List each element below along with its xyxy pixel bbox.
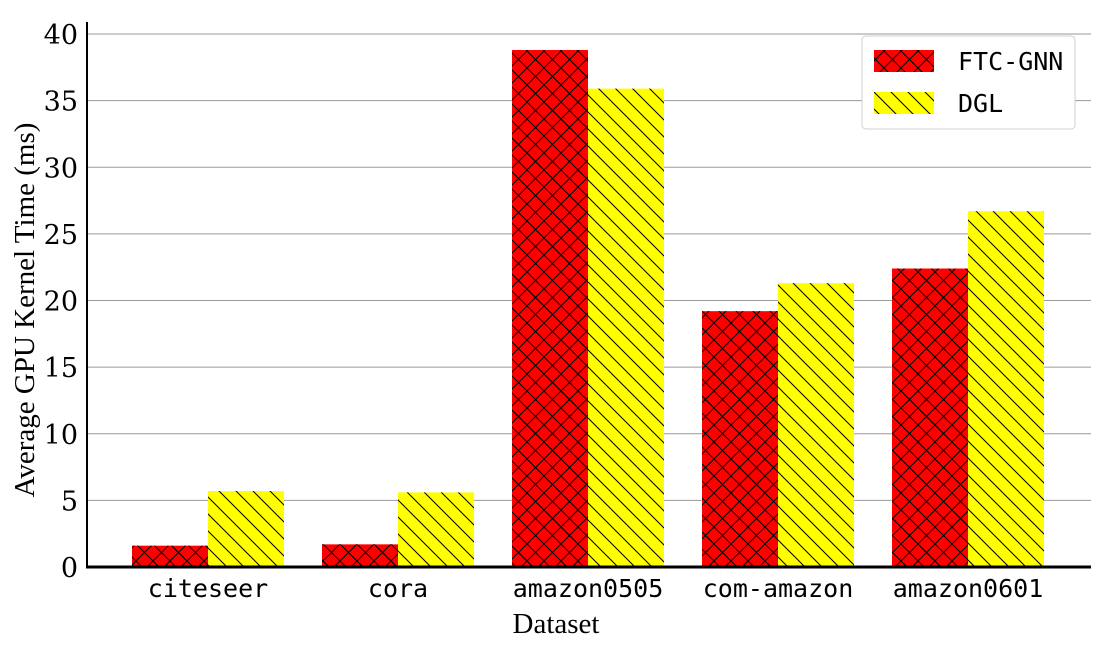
y-tick-label: 20 xyxy=(44,287,78,318)
bar-hatch-ftc-gnn-citeseer xyxy=(132,545,208,567)
x-axis-label: Dataset xyxy=(513,608,600,640)
legend-label-dgl: DGL xyxy=(958,89,1003,118)
bar-hatch-ftc-gnn-amazon0601 xyxy=(892,268,968,567)
y-tick-label: 25 xyxy=(44,220,78,251)
x-tick-label: amazon0601 xyxy=(893,574,1044,603)
y-tick-label: 5 xyxy=(61,486,78,517)
legend-swatch-dgl-hatch xyxy=(874,92,934,114)
y-tick-label: 0 xyxy=(61,553,78,584)
bar-hatch-dgl-citeseer xyxy=(208,491,284,567)
y-tick-labels: 0 5 10 15 20 25 30 35 40 xyxy=(44,20,78,584)
y-tick-label: 15 xyxy=(44,353,78,384)
legend-swatch-ftc-gnn-hatch xyxy=(874,50,934,72)
x-tick-labels: citeseer cora amazon0505 com-amazon amazon06… xyxy=(148,574,1043,603)
legend-label-ftc-gnn: FTC-GNN xyxy=(958,47,1063,76)
y-tick-label: 35 xyxy=(44,87,78,118)
bar-hatch-ftc-gnn-com-amazon xyxy=(702,311,778,567)
x-tick-label: cora xyxy=(368,574,428,603)
legend: FTC-GNN DGL xyxy=(861,35,1076,130)
bar-hatch-ftc-gnn-cora xyxy=(322,544,398,567)
y-tick-label: 40 xyxy=(44,20,78,51)
bar-hatch-dgl-amazon0601 xyxy=(968,211,1044,567)
axes xyxy=(86,22,1091,569)
bar-hatch-dgl-cora xyxy=(398,492,474,567)
bars-group xyxy=(132,49,1044,568)
y-tick-label: 10 xyxy=(44,420,78,451)
bar-hatch-dgl-com-amazon xyxy=(778,283,854,567)
x-tick-label: com-amazon xyxy=(703,574,854,603)
x-tick-label: citeseer xyxy=(148,574,268,603)
y-axis-label: Average GPU Kernel Time (ms) xyxy=(9,123,41,498)
bar-hatch-ftc-gnn-amazon0505 xyxy=(512,49,588,568)
y-tick-label: 30 xyxy=(44,153,78,184)
bar-hatch-dgl-amazon0505 xyxy=(588,88,664,567)
x-tick-label: amazon0505 xyxy=(513,574,664,603)
